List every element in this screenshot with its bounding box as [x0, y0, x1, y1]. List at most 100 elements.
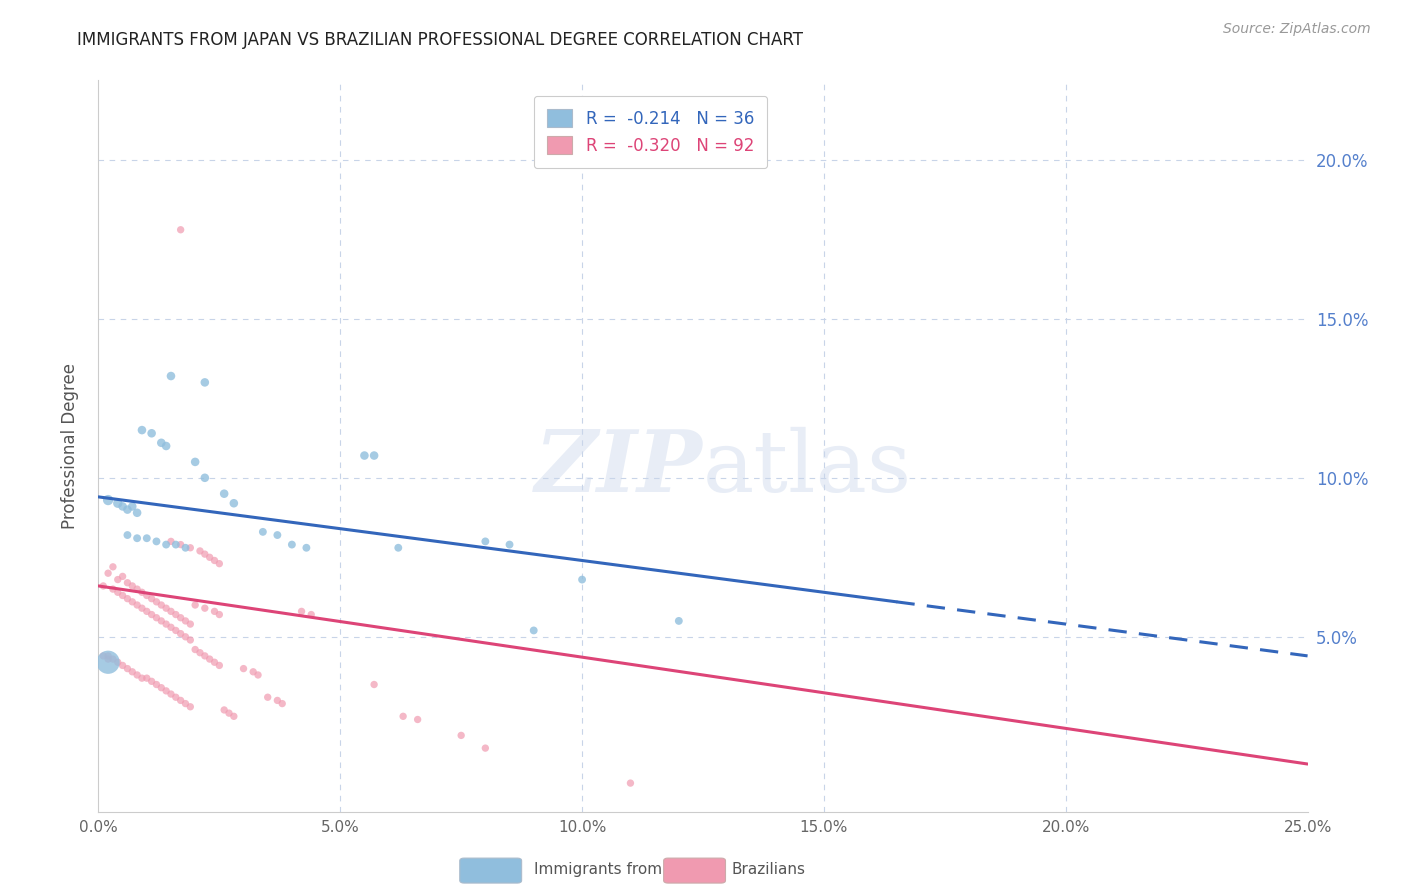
- Point: [194, 547, 217, 561]
- Point: [111, 569, 134, 583]
- Point: [131, 585, 153, 599]
- Point: [135, 589, 157, 603]
- Text: atlas: atlas: [703, 426, 912, 509]
- Legend: R =  -0.214   N = 36, R =  -0.320   N = 92: R = -0.214 N = 36, R = -0.320 N = 92: [534, 96, 768, 169]
- Point: [160, 687, 183, 701]
- Point: [184, 455, 207, 469]
- Point: [222, 709, 245, 723]
- Point: [107, 585, 129, 599]
- Point: [169, 611, 191, 625]
- Point: [141, 426, 163, 441]
- Point: [131, 423, 153, 437]
- Point: [174, 614, 197, 628]
- Point: [155, 617, 177, 632]
- Point: [160, 604, 183, 618]
- Point: [141, 674, 163, 689]
- Point: [266, 693, 288, 707]
- Point: [135, 531, 157, 545]
- Point: [295, 541, 318, 555]
- Point: [184, 642, 207, 657]
- Point: [194, 376, 217, 390]
- Point: [127, 598, 149, 612]
- Point: [165, 624, 187, 638]
- Point: [150, 435, 173, 450]
- Point: [131, 671, 153, 685]
- Point: [271, 697, 294, 711]
- Point: [252, 524, 274, 539]
- Point: [194, 648, 217, 663]
- Point: [127, 582, 149, 596]
- Point: [165, 538, 187, 552]
- Point: [160, 620, 183, 634]
- Point: [169, 626, 191, 640]
- Point: [150, 681, 173, 695]
- Point: [150, 614, 173, 628]
- Point: [91, 579, 114, 593]
- Point: [97, 566, 120, 581]
- Point: [204, 604, 226, 618]
- Point: [117, 591, 139, 606]
- Point: [97, 493, 120, 508]
- Text: Brazilians: Brazilians: [731, 863, 806, 877]
- Point: [107, 655, 129, 669]
- Point: [101, 582, 124, 596]
- Point: [135, 604, 157, 618]
- Point: [145, 534, 167, 549]
- Point: [97, 652, 120, 666]
- Point: [204, 655, 226, 669]
- Point: [363, 677, 385, 691]
- Point: [97, 648, 120, 663]
- Point: [141, 607, 163, 622]
- Point: [619, 776, 641, 790]
- Y-axis label: Professional Degree: Professional Degree: [60, 363, 79, 529]
- Point: [155, 538, 177, 552]
- Point: [204, 553, 226, 567]
- Point: [169, 693, 191, 707]
- Point: [117, 662, 139, 676]
- Point: [208, 658, 231, 673]
- Point: [150, 598, 173, 612]
- Point: [111, 589, 134, 603]
- Point: [111, 658, 134, 673]
- Point: [141, 591, 163, 606]
- Point: [668, 614, 690, 628]
- Point: [155, 684, 177, 698]
- Point: [145, 611, 167, 625]
- Point: [299, 607, 322, 622]
- Point: [392, 709, 415, 723]
- Point: [97, 655, 120, 669]
- Point: [111, 500, 134, 514]
- Point: [188, 544, 211, 558]
- Point: [247, 668, 270, 682]
- Point: [281, 538, 304, 552]
- Point: [194, 471, 217, 485]
- Point: [363, 449, 385, 463]
- Point: [127, 668, 149, 682]
- Point: [266, 528, 288, 542]
- Point: [498, 538, 520, 552]
- Point: [406, 713, 429, 727]
- Point: [131, 601, 153, 615]
- Point: [155, 601, 177, 615]
- Point: [450, 728, 472, 742]
- Point: [208, 607, 231, 622]
- Point: [91, 648, 114, 663]
- Point: [242, 665, 264, 679]
- Point: [121, 595, 143, 609]
- Point: [290, 604, 312, 618]
- Point: [387, 541, 409, 555]
- Point: [121, 500, 143, 514]
- Point: [194, 601, 217, 615]
- Point: [107, 496, 129, 510]
- Point: [165, 607, 187, 622]
- Point: [174, 630, 197, 644]
- Point: [121, 579, 143, 593]
- Point: [179, 699, 201, 714]
- Point: [198, 652, 221, 666]
- Point: [155, 439, 177, 453]
- Point: [179, 617, 201, 632]
- Point: [571, 573, 593, 587]
- Point: [127, 506, 149, 520]
- Point: [179, 541, 201, 555]
- Point: [184, 598, 207, 612]
